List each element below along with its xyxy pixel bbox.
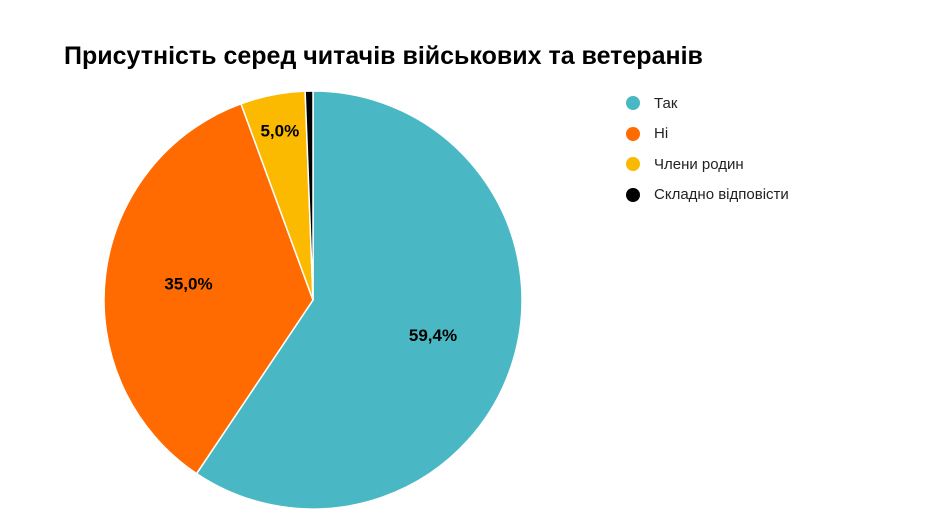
data-label-family: 5,0% [260,121,299,140]
legend-swatch-tak [626,96,640,111]
legend-swatch-hard-to-answer [626,187,640,202]
data-label-tak: 59,4% [409,326,457,345]
legend: Так Ні Члени родин Складно відповісти [626,88,789,210]
legend-label-ni: Ні [654,125,669,143]
legend-label-hard-to-answer: Складно відповісти [654,186,789,204]
pie-slices [103,90,523,510]
legend-swatch-ni [626,126,640,141]
pie-data-labels: 59,4% 35,0% 5,0% [164,121,457,345]
legend-item-tak: Так [626,88,789,119]
data-label-ni: 35,0% [164,275,212,294]
legend-item-family: Члени родин [626,149,789,180]
legend-item-ni: Ні [626,119,789,150]
chart-title: Присутність серед читачів військових та … [64,42,703,70]
pie-slice-hard-to-answer [304,90,314,301]
pie-slice-ni [103,102,314,475]
legend-swatch-family [626,157,640,172]
legend-item-hard-to-answer: Складно відповісти [626,180,789,211]
pie-slice-tak [195,90,523,510]
legend-label-tak: Так [654,94,678,112]
legend-label-family: Члени родин [654,155,744,173]
